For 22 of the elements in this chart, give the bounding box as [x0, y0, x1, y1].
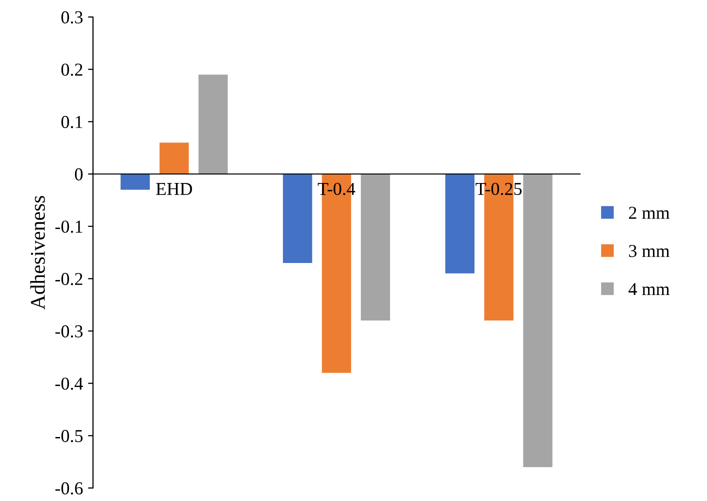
legend-label: 3 mm: [629, 244, 670, 258]
y-axis-title: Adhesiveness: [30, 196, 45, 310]
y-tick-label: -0.6: [55, 482, 83, 495]
legend-label: 4 mm: [628, 283, 670, 296]
y-tick-label: -0.1: [55, 220, 82, 233]
legend-label: 2 mm: [628, 206, 670, 219]
y-tick-label: -0.3: [55, 325, 83, 338]
y-tick-label: -0.4: [55, 378, 83, 390]
bar: [198, 74, 228, 174]
bar: [360, 174, 390, 321]
y-tick-label: 0.1: [61, 116, 82, 128]
y-tick-label: -0.2: [55, 272, 82, 286]
bar: [445, 174, 474, 274]
x-tick-label: EHD: [156, 183, 192, 195]
y-tick-label: 0: [74, 168, 83, 180]
bar: [120, 174, 150, 190]
bar: [523, 174, 552, 468]
bar: [160, 142, 189, 174]
y-tick-label: -0.5: [55, 430, 83, 442]
bar: [282, 174, 312, 263]
y-tick-label: 0.3: [61, 11, 83, 24]
y-tick-label: 0.2: [61, 64, 82, 76]
